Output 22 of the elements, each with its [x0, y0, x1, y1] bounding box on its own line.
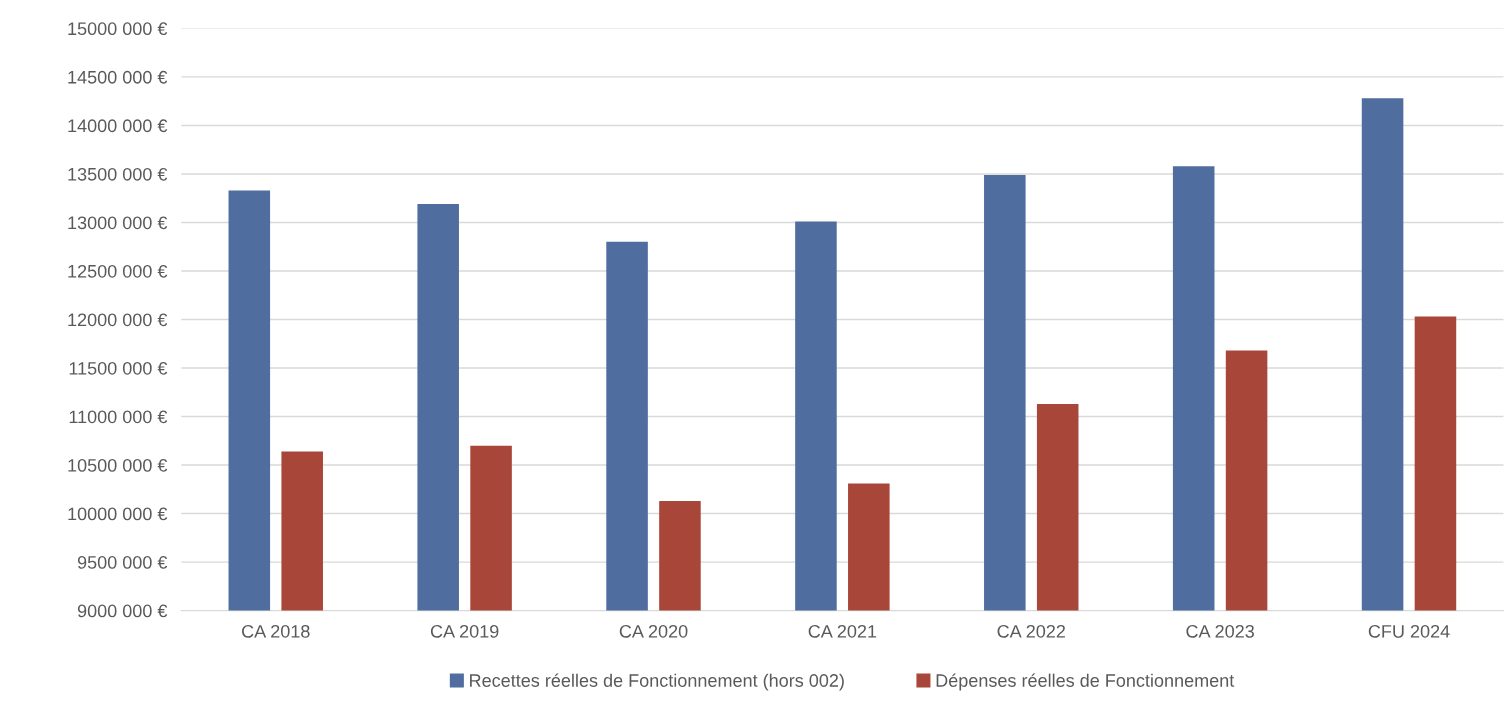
y-tick-label: 12000 000 € — [68, 313, 168, 327]
y-tick-label: 14000 000 € — [68, 119, 168, 133]
y-tick-label: 11000 000 € — [69, 410, 168, 424]
y-tick-label: 12500 000 € — [68, 264, 168, 278]
y-tick-label: 10500 000 € — [68, 458, 168, 472]
legend-label: Recettes réelles de Fonctionnement (hors 002) — [470, 673, 844, 691]
x-tick-label: CA 2018 — [242, 624, 310, 638]
y-tick-label: 13000 000 € — [68, 216, 168, 230]
x-tick-label: CFU 2024 — [1368, 624, 1450, 638]
y-tick-label: 9500 000 € — [77, 556, 168, 569]
y-tick-label: 11500 000 € — [69, 361, 168, 375]
y-tick-label: 9000 000 € — [77, 604, 168, 618]
x-tick-label: CA 2023 — [1186, 624, 1254, 638]
x-tick-label: CA 2022 — [997, 624, 1065, 638]
x-tick-label: CA 2020 — [619, 624, 688, 638]
x-tick-label: CA 2019 — [430, 624, 499, 638]
y-tick-label: 15000 000 € — [68, 22, 168, 36]
x-tick-label: CA 2021 — [808, 624, 877, 638]
y-tick-label: 10000 000 € — [68, 507, 168, 521]
y-tick-label: 14500 000 € — [68, 70, 168, 84]
y-tick-label: 13500 000 € — [68, 167, 168, 181]
legend-label: Dépenses réelles de Fonctionnement — [936, 673, 1235, 691]
